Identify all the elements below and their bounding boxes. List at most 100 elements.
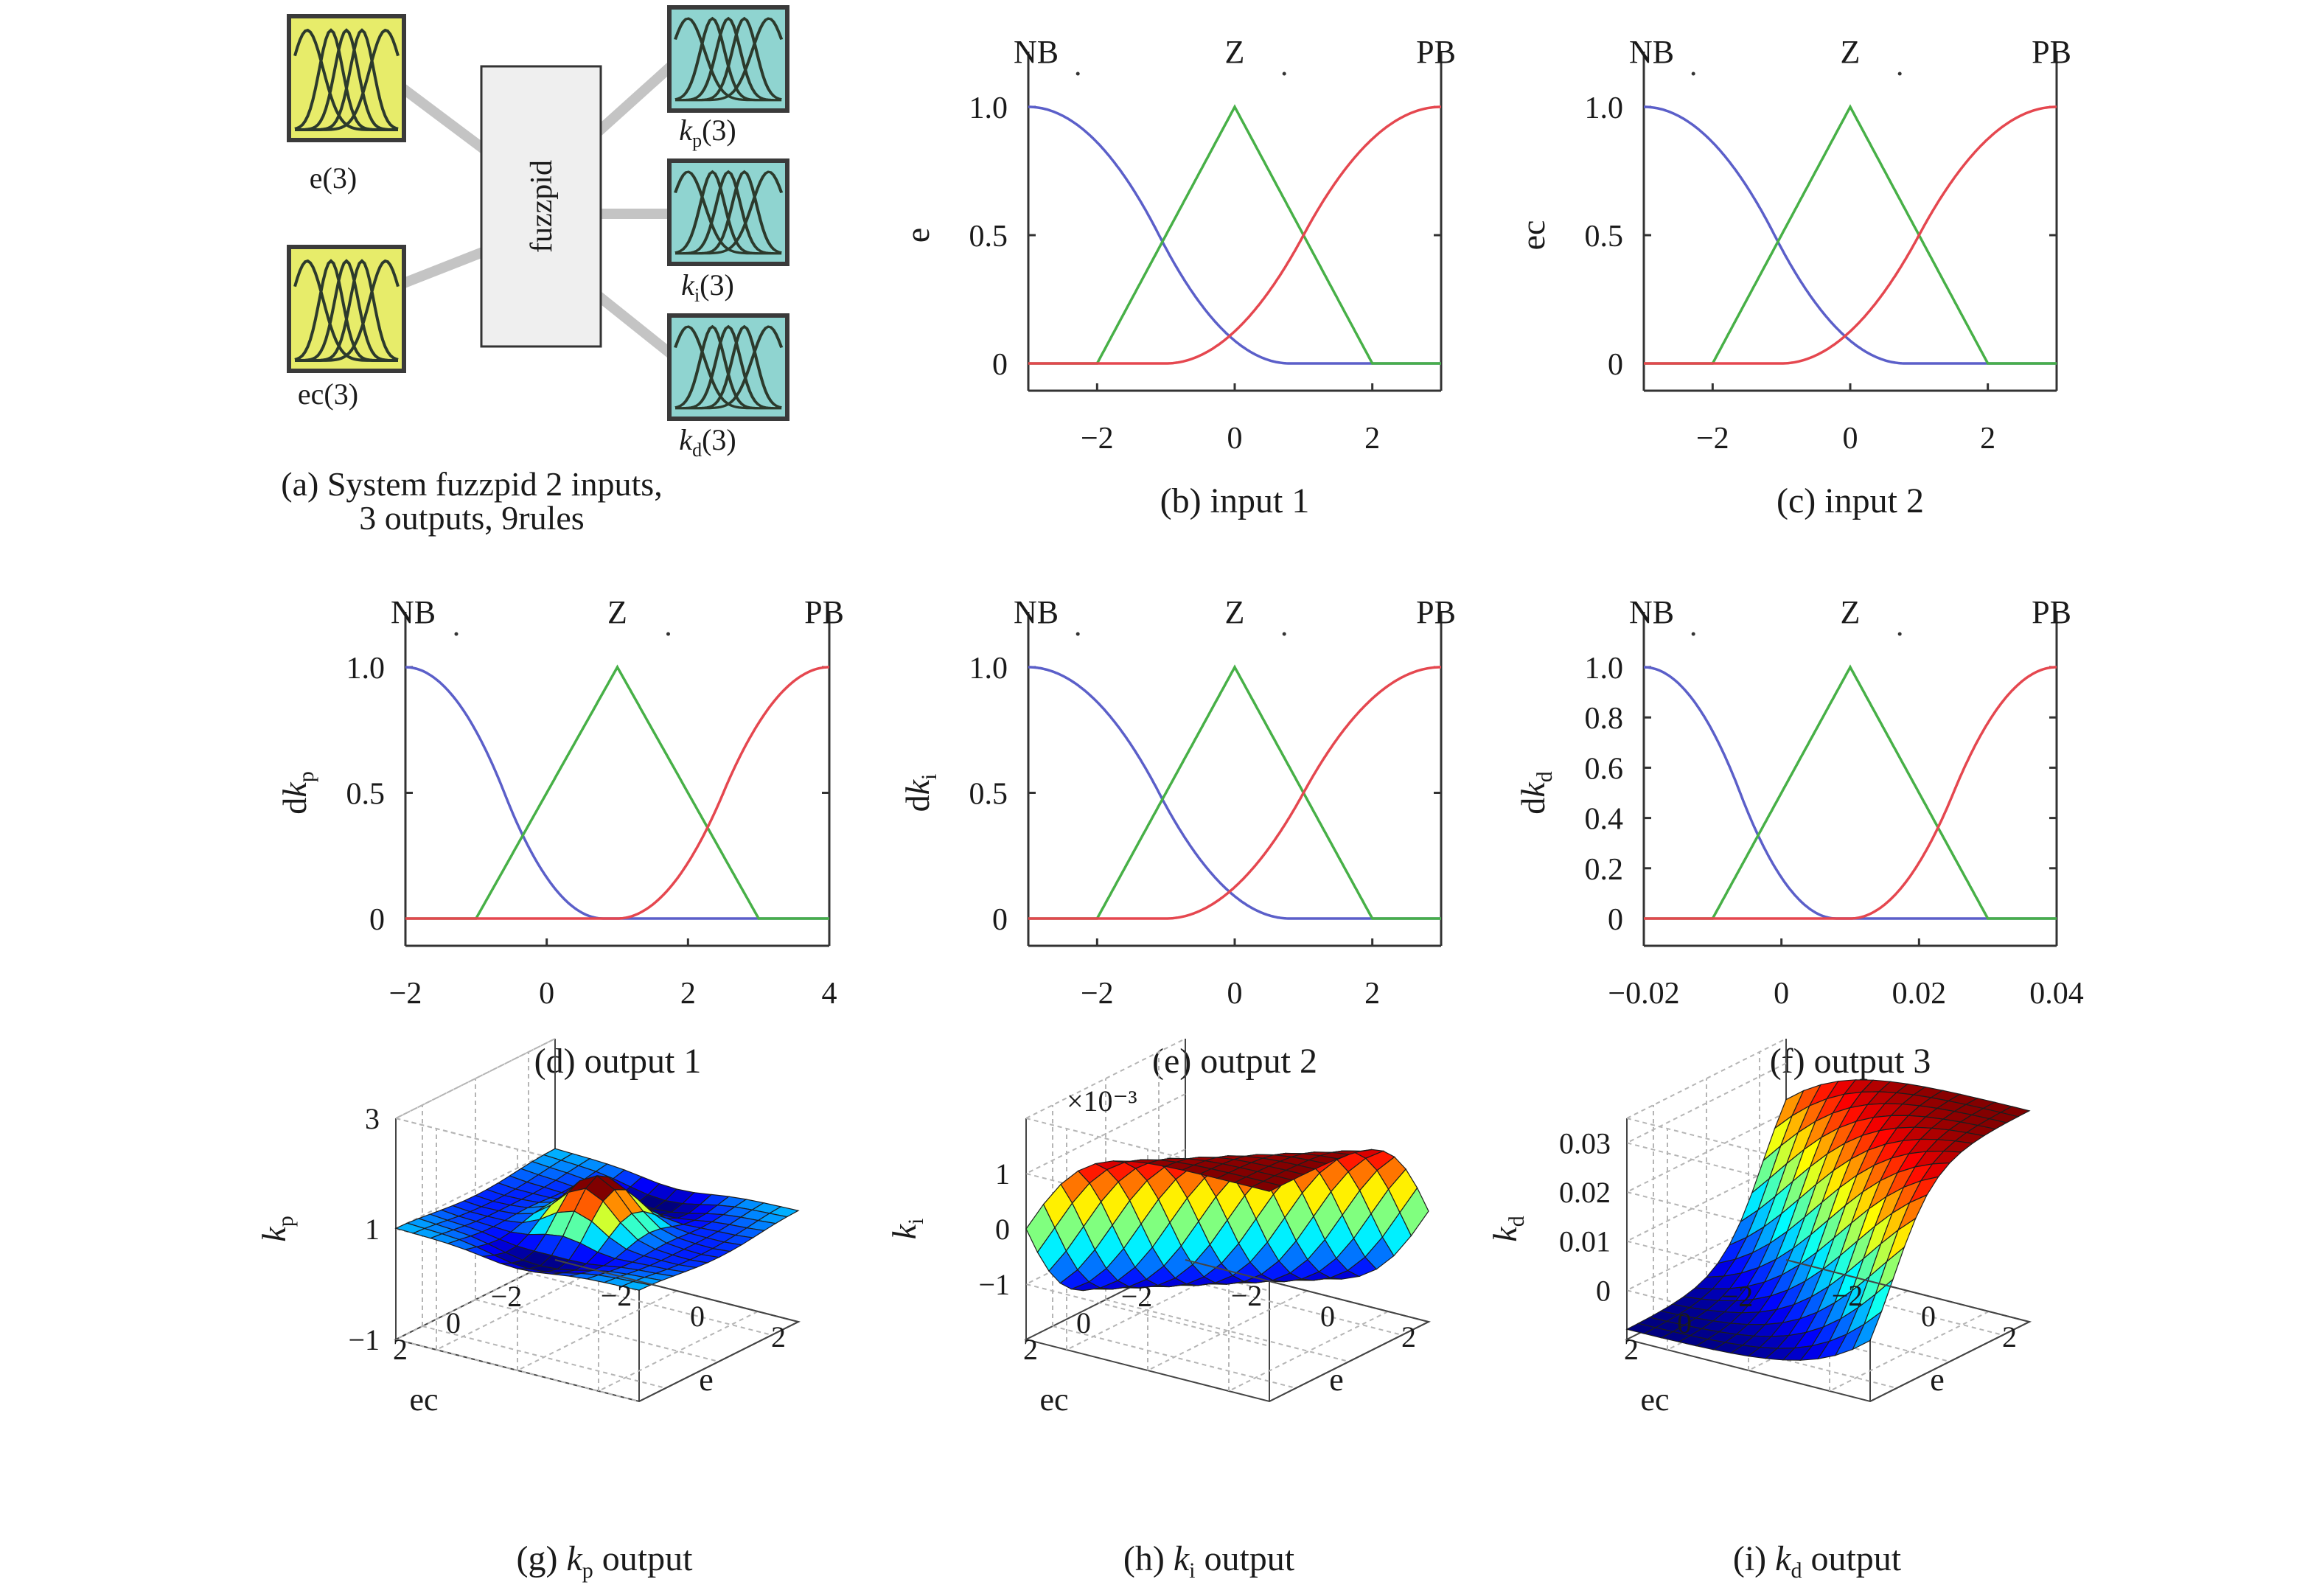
chart-g-zlabel-main: k	[255, 1226, 293, 1242]
chart-i-e-tick-label: 2	[2002, 1320, 2017, 1353]
chart-g-caption-post: output	[593, 1539, 693, 1578]
chart-h-caption-pre: (h)	[1123, 1539, 1174, 1578]
chart-h-zlabel-sub: i	[904, 1219, 928, 1224]
chart-i-ztick-label: 0.03	[1559, 1126, 1611, 1160]
chart-h-caption-post: output	[1195, 1539, 1294, 1578]
chart-i-ec-tick-label: −2	[1722, 1280, 1754, 1313]
chart-g-zgrid	[394, 1149, 640, 1292]
chart-g-floor-grid	[475, 1299, 719, 1362]
surface-patch	[1852, 1310, 1883, 1351]
connector-fuzzpid-to-kp	[593, 62, 674, 137]
chart-b-ylabel-main: e	[899, 228, 936, 243]
chart-b: 0 0.5 1.0 −2 0 2 NB Z PB e (b) input 1	[899, 34, 1456, 520]
chart-d-xtick-label: 2	[680, 977, 696, 1011]
chart-f-ylabel-d: d	[1514, 798, 1552, 815]
chart-e: 0 0.5 1.0 −2 0 2 NB Z PB dki (e) output 2	[899, 594, 1456, 1081]
chart-i-caption-main: k	[1775, 1539, 1792, 1578]
chart-h-caption-sub: i	[1189, 1558, 1195, 1583]
chart-g-caption-main: k	[566, 1539, 583, 1578]
chart-b-ytick-label: 0.5	[969, 220, 1008, 254]
chart-i-ec-label: ec	[1640, 1381, 1669, 1418]
chart-f-top-dot	[1691, 632, 1695, 636]
fuzzpid-block	[480, 65, 602, 348]
output-label-kd: kd(3)	[679, 423, 736, 461]
chart-g-zgrid	[394, 1038, 640, 1181]
chart-i-zlabel-main: k	[1486, 1226, 1524, 1242]
chart-i-ec-tick-label: 0	[1677, 1306, 1692, 1339]
chart-h-front-edges	[1185, 1259, 1431, 1402]
chart-f-xtick-label: 0.02	[1892, 977, 1947, 1011]
chart-d: 0 0.5 1.0 −2 0 2 4 NB Z PB dkp (d) output 1	[276, 594, 844, 1081]
chart-d-xtick-label: 4	[822, 977, 837, 1011]
chart-h-caption-main: k	[1174, 1539, 1190, 1578]
chart-e-ylabel-k: k	[899, 778, 936, 795]
chart-g-ztick-label: 3	[365, 1102, 380, 1135]
chart-e-caption: (e) output 2	[1152, 1042, 1317, 1081]
chart-b-series-z	[1028, 104, 1441, 365]
chart-f-ytick-label: 0.6	[1585, 752, 1624, 786]
chart-c-ylabel: ec	[1514, 220, 1552, 251]
chart-b-caption: (b) input 1	[1160, 481, 1310, 520]
chart-b-mf-label-nb: NB	[1014, 34, 1059, 70]
chart-d-caption: (d) output 1	[534, 1042, 702, 1081]
chart-c-series-pb	[1644, 105, 2057, 365]
diagram-caption-line2: 3 outputs, 9rules	[359, 499, 584, 537]
chart-g-ec-tick-label: −2	[491, 1280, 523, 1313]
chart-e-mf-label-nb: NB	[1014, 594, 1059, 630]
chart-c-series-nb	[1644, 105, 2057, 365]
chart-g-ec-label: ec	[409, 1381, 438, 1418]
mf-icon-e	[293, 28, 400, 131]
chart-g-zlabel-sub: p	[273, 1216, 298, 1227]
chart-f-series-pb	[1644, 666, 2057, 920]
chart-f-ytick-label: 0.8	[1585, 702, 1624, 736]
chart-h-zlabel: ki	[885, 1219, 928, 1240]
chart-i-caption-pre: (i)	[1733, 1539, 1775, 1578]
chart-f-ylabel-sub: d	[1533, 771, 1557, 782]
chart-e-xtick-label: 0	[1227, 977, 1243, 1011]
chart-b-ylabel: e	[899, 228, 936, 243]
chart-f-ytick-label: 0.2	[1585, 853, 1624, 887]
chart-f-series-nb	[1643, 666, 2057, 920]
chart-d-ylabel-k: k	[276, 781, 313, 798]
input-block-ec: ec(3)	[287, 245, 406, 411]
chart-e-top-dot	[1282, 632, 1286, 636]
chart-d-mf-label-z: Z	[607, 594, 627, 630]
output-label-kd-sub: d	[692, 439, 702, 461]
chart-e-ytick-label: 0	[992, 903, 1008, 937]
chart-h-floor-grid	[1105, 1299, 1350, 1362]
chart-b-series-nb	[1028, 105, 1441, 365]
chart-g-surface	[394, 1148, 800, 1291]
chart-i-ztick-label: 0.02	[1559, 1176, 1611, 1209]
chart-e-series-pb	[1028, 666, 1441, 920]
chart-g-caption-pre: (g)	[517, 1539, 567, 1578]
chart-h-e-label: e	[1329, 1362, 1344, 1398]
output-label-ki: ki(3)	[681, 268, 734, 306]
chart-h-zlabel-main: k	[885, 1223, 923, 1239]
chart-i-zgrid	[1625, 1112, 1871, 1255]
chart-d-xtick-label: 0	[539, 977, 554, 1011]
chart-f-caption: (f) output 3	[1770, 1042, 1931, 1081]
chart-e-ylabel-d: d	[899, 795, 936, 812]
chart-d-ylabel-sub: p	[294, 771, 318, 782]
chart-i-e-tick-label: −2	[1832, 1279, 1863, 1312]
chart-c-mf-label-pb: PB	[2032, 34, 2071, 70]
output-label-ki-main: k	[681, 268, 695, 302]
chart-c-mf-label-nb: NB	[1629, 34, 1674, 70]
chart-f-xtick-label: −0.02	[1608, 977, 1679, 1011]
chart-d-ytick-label: 0.5	[346, 778, 386, 812]
chart-i-surface	[1625, 1079, 2031, 1361]
chart-b-series-pb	[1028, 105, 1441, 365]
chart-b-xtick-label: −2	[1081, 422, 1114, 456]
chart-f-ytick-label: 0.4	[1585, 803, 1624, 837]
chart-h-exponent-label: ×10⁻³	[1067, 1084, 1137, 1118]
chart-f-mf-label-nb: NB	[1629, 594, 1674, 630]
chart-g-e-tick-label: 2	[771, 1320, 786, 1353]
chart-f-ylabel: dkd	[1514, 771, 1557, 814]
chart-b-mf-label-z: Z	[1225, 34, 1245, 70]
chart-b-ytick-label: 0	[992, 348, 1008, 382]
output-label-kp: kp(3)	[679, 114, 736, 151]
chart-e-series-z	[1028, 664, 1441, 920]
output-label-kp-tail: (3)	[702, 114, 736, 147]
